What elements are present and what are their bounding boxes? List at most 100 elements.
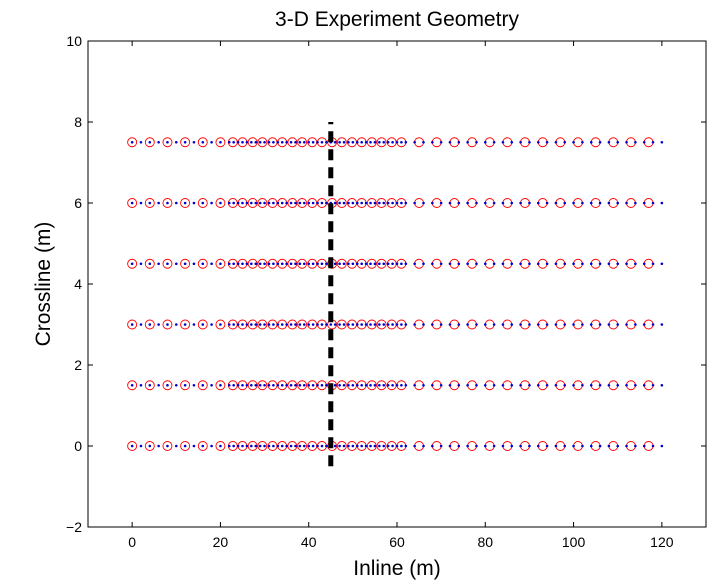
receiver-marker: [257, 198, 268, 208]
receiver-marker: [297, 319, 308, 330]
source-marker: [400, 383, 403, 387]
source-marker: [236, 383, 240, 387]
source-marker: [492, 383, 496, 387]
source-marker: [528, 383, 531, 387]
receiver-marker: [162, 137, 173, 148]
source-marker: [519, 323, 522, 326]
source-marker: [241, 262, 244, 266]
source-marker: [267, 444, 271, 448]
source-marker: [289, 383, 293, 387]
source-marker: [360, 323, 363, 326]
source-marker: [528, 323, 531, 326]
source-marker: [413, 140, 416, 144]
source-marker: [183, 383, 187, 387]
source-marker: [166, 444, 169, 448]
source-marker: [510, 444, 514, 448]
source-marker: [616, 201, 620, 205]
receiver-marker: [144, 319, 155, 330]
source-marker: [519, 140, 522, 144]
source-marker: [329, 323, 333, 326]
source-marker: [280, 444, 284, 448]
source-marker: [400, 323, 403, 326]
source-marker: [338, 262, 341, 266]
source-marker: [157, 444, 160, 448]
source-marker: [439, 262, 443, 266]
source-marker: [625, 383, 628, 387]
source-marker: [351, 140, 355, 144]
receiver-marker: [180, 441, 191, 451]
receiver-marker: [144, 198, 155, 208]
source-marker: [316, 201, 319, 205]
source-marker: [545, 262, 549, 266]
receiver-marker: [376, 380, 387, 391]
source-marker: [298, 323, 302, 326]
source-marker: [475, 140, 478, 144]
source-marker: [378, 323, 381, 326]
source-marker: [338, 383, 341, 387]
source-marker: [311, 201, 315, 205]
source-marker: [378, 262, 381, 266]
source-marker: [267, 140, 271, 144]
source-marker: [589, 444, 593, 448]
receiver-marker: [297, 441, 308, 451]
receiver-marker: [336, 319, 347, 330]
source-marker: [241, 201, 244, 205]
receiver-marker: [257, 258, 268, 269]
source-marker: [325, 140, 328, 144]
source-marker: [276, 323, 280, 326]
source-marker: [536, 140, 540, 144]
source-marker: [510, 140, 514, 144]
y-tick-label: −2: [66, 519, 82, 535]
source-marker: [404, 383, 408, 387]
source-marker: [598, 262, 602, 266]
source-marker: [554, 323, 558, 326]
receiver-marker: [127, 258, 138, 269]
source-marker: [589, 383, 593, 387]
source-marker: [466, 201, 469, 205]
source-marker: [651, 140, 655, 144]
source-marker: [174, 201, 178, 205]
source-marker: [347, 383, 350, 387]
receiver-marker: [215, 137, 226, 148]
receiver-marker: [197, 380, 208, 391]
source-marker: [642, 201, 646, 205]
source-marker: [201, 323, 205, 326]
source-marker: [307, 140, 311, 144]
source-marker: [139, 262, 143, 266]
source-marker: [378, 140, 381, 144]
source-marker: [241, 444, 244, 448]
source-marker: [232, 140, 235, 144]
source-marker: [276, 262, 280, 266]
source-marker: [320, 383, 324, 387]
y-tick-label: 6: [74, 195, 82, 211]
source-marker: [338, 201, 341, 205]
receiver-marker: [144, 441, 155, 451]
source-marker: [382, 323, 386, 326]
source-marker: [660, 140, 664, 144]
source-marker: [272, 383, 275, 387]
source-marker: [625, 140, 628, 144]
source-marker: [466, 444, 469, 448]
source-marker: [439, 201, 443, 205]
source-marker: [130, 323, 134, 326]
source-marker: [572, 140, 575, 144]
source-marker: [554, 444, 558, 448]
source-marker: [183, 140, 187, 144]
source-marker: [325, 323, 328, 326]
source-marker: [545, 444, 549, 448]
y-tick-label: 0: [74, 438, 82, 454]
receiver-marker: [162, 380, 173, 391]
source-marker: [598, 323, 602, 326]
source-marker: [378, 383, 381, 387]
source-marker: [660, 383, 664, 387]
source-marker: [333, 201, 337, 205]
source-marker: [351, 383, 355, 387]
source-marker: [607, 444, 611, 448]
source-marker: [298, 201, 302, 205]
source-marker: [378, 444, 381, 448]
source-marker: [660, 201, 664, 205]
source-marker: [130, 383, 134, 387]
source-marker: [201, 201, 205, 205]
source-marker: [554, 383, 558, 387]
source-marker: [241, 383, 244, 387]
